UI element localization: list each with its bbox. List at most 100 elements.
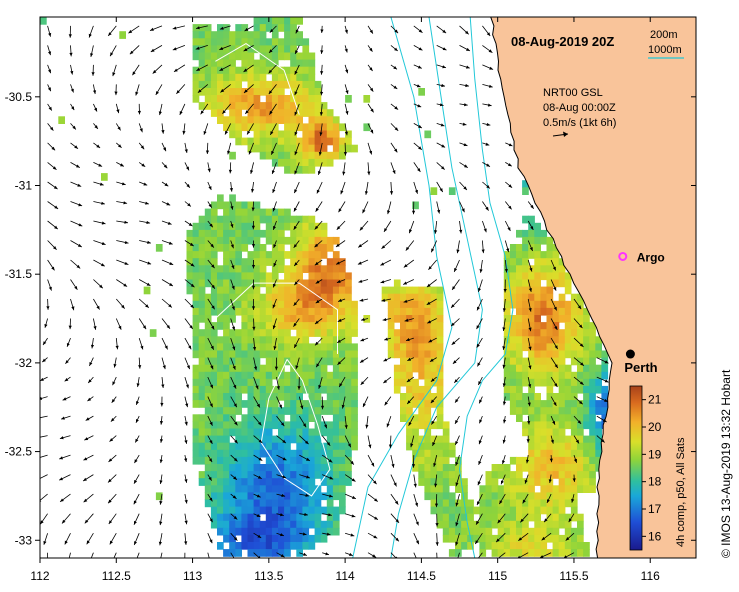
sst-cell bbox=[448, 549, 456, 557]
sst-cell bbox=[235, 542, 242, 550]
sst-cell bbox=[217, 293, 224, 302]
sst-cell bbox=[461, 527, 468, 536]
sst-cell bbox=[326, 393, 334, 401]
sst-cell bbox=[278, 513, 285, 522]
sst-cell bbox=[516, 506, 523, 515]
sst-cell bbox=[278, 286, 285, 295]
sst-cell bbox=[332, 144, 340, 153]
current-arrowhead bbox=[294, 170, 298, 175]
current-arrowhead bbox=[83, 457, 88, 461]
sst-cell bbox=[296, 158, 303, 167]
sst-cell bbox=[241, 137, 249, 146]
sst-cell bbox=[320, 329, 328, 337]
sst-cell bbox=[278, 244, 285, 252]
current-arrowhead bbox=[53, 185, 58, 190]
sst-cell bbox=[406, 293, 413, 302]
current-legend-arrow-icon bbox=[552, 131, 569, 137]
sst-cell bbox=[503, 478, 511, 486]
sst-cell bbox=[192, 456, 200, 465]
current-arrowhead bbox=[208, 458, 213, 463]
sst-cell bbox=[461, 478, 468, 486]
current-arrowhead bbox=[294, 189, 298, 194]
current-arrowhead bbox=[268, 90, 273, 95]
sst-cell bbox=[430, 364, 438, 373]
sst-cell bbox=[332, 471, 340, 479]
sst-cell bbox=[558, 442, 566, 451]
sst-cell bbox=[381, 286, 389, 295]
sst-cell bbox=[418, 286, 425, 295]
sst-cell bbox=[552, 456, 560, 465]
current-arrowhead bbox=[579, 324, 583, 329]
sst-cell bbox=[192, 364, 200, 373]
sst-cell bbox=[247, 95, 255, 103]
sst-cell bbox=[540, 428, 548, 437]
sst-cell bbox=[326, 350, 334, 359]
sst-cell bbox=[387, 315, 395, 323]
sst-cell bbox=[430, 435, 438, 444]
sst-cell bbox=[204, 52, 212, 61]
sst-cell bbox=[284, 435, 291, 444]
sst-cell bbox=[522, 293, 529, 302]
sst-cell bbox=[229, 478, 236, 486]
sst-cell bbox=[253, 300, 261, 309]
sst-cell bbox=[314, 449, 322, 458]
current-arrowhead bbox=[197, 89, 202, 93]
sst-cell bbox=[241, 357, 249, 366]
sst-cell bbox=[558, 435, 566, 444]
sst-cell bbox=[564, 322, 572, 330]
sst-cell bbox=[320, 350, 328, 359]
sst-cell bbox=[290, 31, 297, 39]
current-arrowhead bbox=[108, 499, 112, 504]
sst-cell bbox=[302, 130, 310, 139]
sst-cell bbox=[210, 45, 218, 54]
sst-cell bbox=[302, 293, 310, 302]
current-arrowhead bbox=[554, 326, 558, 330]
sst-cell bbox=[393, 279, 401, 288]
depth-legend-1000m: 1000m bbox=[648, 44, 682, 56]
current-arrowhead bbox=[392, 170, 396, 174]
sst-cell bbox=[204, 449, 212, 458]
sst-cell bbox=[271, 208, 279, 217]
sst-cell bbox=[210, 414, 218, 422]
sst-cell bbox=[540, 329, 548, 337]
sst-cell bbox=[210, 371, 218, 380]
sst-cell bbox=[284, 300, 291, 309]
current-arrowhead bbox=[306, 457, 310, 461]
sst-cell bbox=[284, 513, 291, 522]
sst-cell bbox=[503, 471, 511, 479]
sst-cell bbox=[223, 336, 230, 344]
current-arrowhead bbox=[337, 361, 342, 365]
sst-cell bbox=[436, 407, 444, 415]
current-arrow bbox=[40, 435, 48, 438]
sst-cell bbox=[503, 300, 511, 309]
sst-cell bbox=[284, 31, 291, 39]
sst-cell bbox=[235, 272, 242, 281]
sst-cell bbox=[253, 116, 261, 124]
sst-cell bbox=[253, 435, 261, 444]
sst-cell bbox=[570, 542, 578, 550]
sst-cell bbox=[503, 499, 511, 508]
current-arrowhead bbox=[417, 168, 421, 172]
sst-cell bbox=[241, 343, 249, 352]
sst-cell bbox=[516, 471, 523, 479]
sst-cell bbox=[192, 279, 200, 288]
current-arrowhead bbox=[530, 204, 534, 209]
sst-cell bbox=[253, 244, 261, 252]
sst-colorbar bbox=[629, 385, 643, 551]
sst-cell bbox=[308, 307, 316, 316]
sst-cell bbox=[564, 492, 572, 501]
sst-cell bbox=[192, 421, 200, 430]
sst-cell bbox=[577, 527, 584, 536]
sst-cell bbox=[229, 229, 236, 238]
sst-cell bbox=[570, 407, 578, 415]
sst-cell bbox=[522, 485, 529, 493]
sst-cell bbox=[278, 73, 285, 82]
sst-cell bbox=[339, 293, 346, 302]
sst-cell bbox=[332, 506, 340, 515]
current-arrowhead bbox=[302, 532, 307, 536]
sst-cell bbox=[296, 144, 303, 153]
sst-cell bbox=[217, 286, 224, 295]
sst-cell bbox=[345, 336, 352, 344]
sst-cell bbox=[223, 322, 230, 330]
sst-cell bbox=[516, 513, 523, 522]
